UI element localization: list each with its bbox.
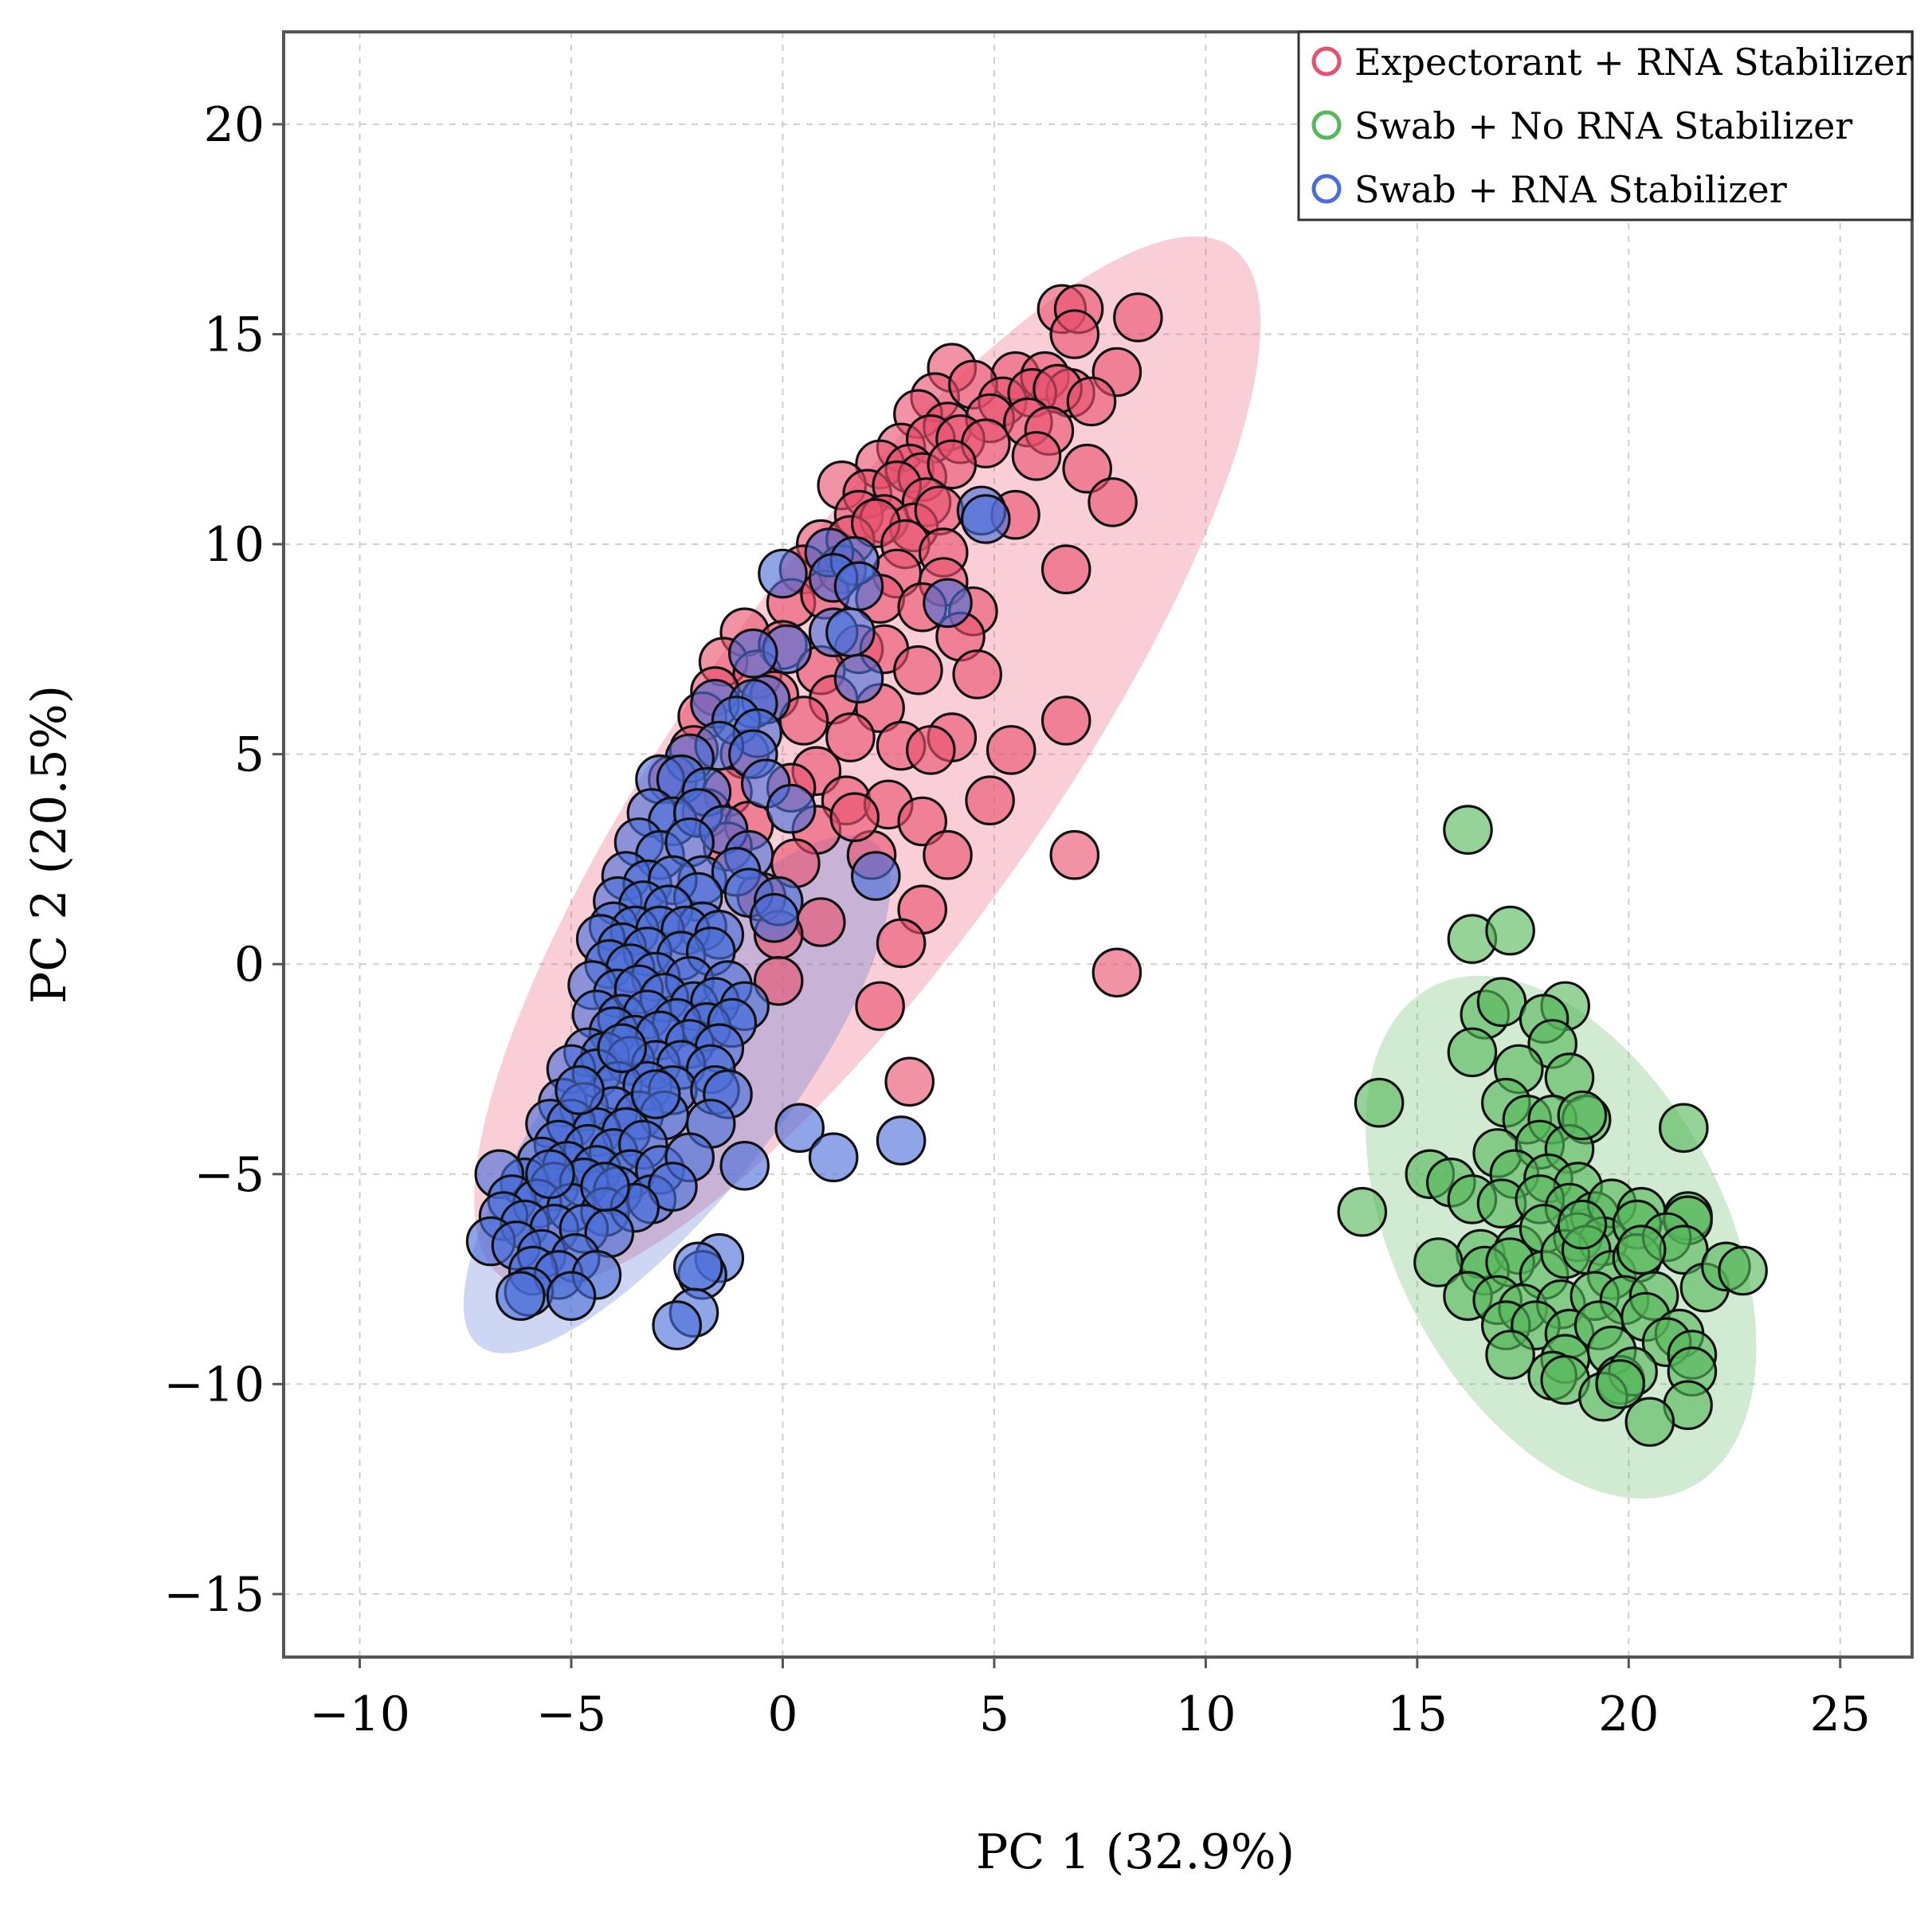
data-point bbox=[1447, 1027, 1498, 1078]
data-point bbox=[1595, 1359, 1646, 1409]
data-point bbox=[495, 1271, 546, 1322]
data-point bbox=[986, 725, 1037, 775]
data-point bbox=[749, 892, 800, 943]
data-point bbox=[546, 1271, 597, 1322]
plot-frame bbox=[282, 30, 1914, 1659]
data-point bbox=[952, 649, 1003, 699]
data-point bbox=[833, 561, 884, 612]
data-point bbox=[923, 829, 973, 880]
data-point bbox=[876, 1115, 927, 1166]
x-tick-label: 25 bbox=[1810, 1687, 1871, 1742]
y-tick-label: −5 bbox=[194, 1147, 265, 1203]
data-point bbox=[855, 981, 905, 1032]
data-point bbox=[597, 1023, 648, 1074]
data-point bbox=[923, 578, 973, 629]
axis-ticks bbox=[272, 123, 1842, 1668]
data-point bbox=[825, 607, 876, 658]
data-point bbox=[1718, 1245, 1768, 1296]
data-point bbox=[1049, 829, 1100, 880]
data-point bbox=[1066, 376, 1117, 427]
data-point bbox=[753, 956, 804, 1006]
y-tick-label: 20 bbox=[204, 97, 265, 153]
data-point bbox=[727, 628, 778, 679]
data-point bbox=[630, 1069, 681, 1119]
data-point bbox=[525, 1149, 575, 1200]
legend-marker-expectorant bbox=[1311, 46, 1342, 76]
x-tick-label: 10 bbox=[1175, 1687, 1236, 1742]
data-point bbox=[1049, 309, 1100, 359]
x-tick-label: 15 bbox=[1387, 1687, 1448, 1742]
x-axis-tick-labels: −10 −5 0 5 10 15 20 25 bbox=[309, 1687, 1871, 1742]
data-point bbox=[1087, 477, 1138, 527]
data-point bbox=[1659, 1103, 1709, 1154]
legend-item-expectorant-rna-stabilizer: Expectorant + RNA Stabilizer bbox=[1311, 41, 1913, 84]
data-point bbox=[672, 1241, 723, 1292]
legend-item-swab-no-rna-stabilizer: Swab + No RNA Stabilizer bbox=[1311, 104, 1852, 147]
data-point bbox=[1062, 443, 1113, 494]
x-tick-label: 20 bbox=[1598, 1687, 1659, 1742]
data-point bbox=[1040, 544, 1091, 595]
data-point bbox=[1485, 905, 1535, 956]
data-point bbox=[652, 1300, 703, 1350]
y-axis-title: PC 2 (20.5%) bbox=[22, 685, 77, 1004]
data-point bbox=[1091, 947, 1142, 998]
y-tick-label: −15 bbox=[163, 1567, 265, 1623]
y-tick-label: 0 bbox=[234, 937, 265, 993]
data-point bbox=[961, 494, 1011, 544]
legend-marker-swab-stabilizer bbox=[1311, 174, 1342, 204]
y-tick-label: 5 bbox=[234, 727, 265, 783]
data-point bbox=[766, 783, 817, 834]
data-point bbox=[851, 851, 901, 901]
data-point bbox=[906, 725, 956, 775]
data-point bbox=[1040, 695, 1091, 746]
data-point bbox=[796, 897, 846, 947]
data-point bbox=[719, 1141, 770, 1191]
data-point bbox=[829, 792, 880, 842]
data-point bbox=[580, 1162, 630, 1212]
data-point bbox=[884, 1056, 935, 1107]
data-point bbox=[1113, 292, 1163, 343]
legend: Expectorant + RNA Stabilizer Swab + No R… bbox=[1297, 30, 1914, 221]
data-point bbox=[833, 653, 884, 704]
data-point bbox=[1443, 805, 1493, 855]
data-point bbox=[1557, 1090, 1608, 1141]
x-tick-label: −5 bbox=[536, 1687, 606, 1742]
data-point bbox=[1616, 1224, 1667, 1275]
data-point bbox=[1557, 1199, 1608, 1250]
data-points bbox=[465, 284, 1768, 1448]
data-point bbox=[1354, 1077, 1405, 1128]
data-point bbox=[808, 1132, 859, 1183]
data-point bbox=[927, 439, 978, 490]
data-point bbox=[893, 645, 943, 695]
data-point bbox=[1337, 1186, 1388, 1237]
data-point bbox=[778, 695, 829, 746]
legend-label-expectorant: Expectorant + RNA Stabilizer bbox=[1354, 41, 1913, 84]
y-tick-label: −10 bbox=[163, 1357, 265, 1412]
data-point bbox=[897, 796, 948, 847]
x-tick-label: 5 bbox=[979, 1687, 1009, 1742]
data-point bbox=[1476, 977, 1527, 1028]
data-point bbox=[774, 1103, 825, 1154]
data-point bbox=[758, 548, 808, 599]
legend-label-swab-no-stabilizer: Swab + No RNA Stabilizer bbox=[1354, 104, 1852, 147]
y-axis-tick-labels: −15 −10 −5 0 5 10 15 20 bbox=[163, 97, 265, 1623]
x-tick-label: −10 bbox=[309, 1687, 410, 1742]
data-point bbox=[1624, 1397, 1675, 1448]
legend-label-swab-stabilizer: Swab + RNA Stabilizer bbox=[1354, 168, 1787, 211]
legend-box bbox=[1297, 30, 1914, 221]
legend-marker-swab-no-stabilizer bbox=[1311, 110, 1342, 140]
data-point bbox=[1485, 1330, 1535, 1380]
data-point bbox=[825, 712, 876, 762]
y-tick-label: 10 bbox=[204, 517, 265, 573]
data-point bbox=[876, 918, 927, 969]
data-point bbox=[648, 1162, 698, 1212]
y-tick-label: 15 bbox=[204, 308, 265, 363]
x-tick-label: 0 bbox=[767, 1687, 797, 1742]
x-axis-title: PC 1 (32.9%) bbox=[976, 1824, 1295, 1880]
data-point bbox=[965, 775, 1015, 826]
data-point bbox=[555, 1065, 605, 1115]
data-point bbox=[1011, 431, 1062, 481]
legend-item-swab-rna-stabilizer: Swab + RNA Stabilizer bbox=[1311, 168, 1787, 211]
